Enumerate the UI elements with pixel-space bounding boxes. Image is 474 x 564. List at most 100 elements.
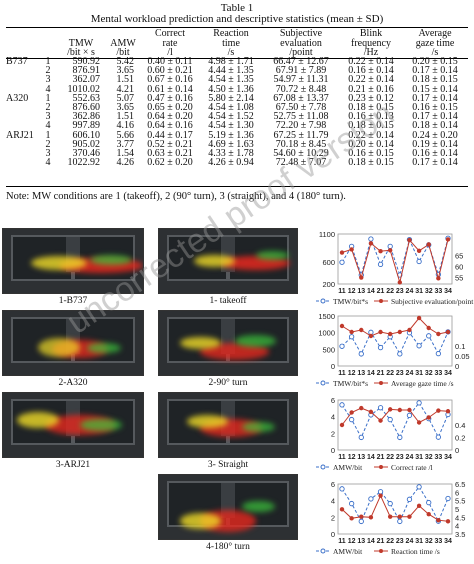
x-tick-label: 34 [444, 538, 452, 545]
value-cell: 4.44 ± 1.35 [208, 65, 254, 77]
data-point [426, 242, 431, 247]
y-left-tick-label: 1100 [319, 230, 335, 239]
x-tick-label: 31 [415, 454, 423, 461]
data-point [397, 280, 403, 285]
value-cell: 4.21 [116, 83, 135, 95]
value-cell: 0.17 ± 0.14 [412, 157, 458, 169]
y-left-tick-label: 6 [331, 480, 335, 489]
x-tick-label: 14 [367, 454, 375, 461]
condition-cell: 4 [45, 83, 51, 95]
table-row: ARJ21 1 606.10 5.66 0.44 ± 0.17 5.19 ± 1.36 67… [6, 130, 468, 140]
plot-frame [337, 315, 453, 367]
column-header-line: /l [167, 46, 173, 58]
value-cell: 552.63 [72, 92, 101, 104]
legend-label: TMW/bit*s [333, 297, 368, 306]
legend-marker [320, 548, 326, 554]
value-cell: 0.17 ± 0.14 [412, 111, 458, 123]
condition-cell: 2 [45, 138, 51, 150]
x-tick-label: 33 [434, 288, 442, 295]
x-tick-label: 21 [377, 454, 385, 461]
column-header-line: Average [418, 28, 452, 40]
value-cell: 1.51 [116, 111, 135, 123]
data-point [339, 402, 345, 408]
y-right-tick-label: 0.05 [455, 352, 470, 361]
data-point [368, 333, 374, 339]
value-cell: 3.77 [116, 138, 135, 150]
data-point [349, 329, 354, 335]
column-header [40, 27, 56, 57]
value-cell: 4.50 ± 1.36 [208, 83, 254, 95]
data-point [445, 329, 451, 335]
value-cell: 4.54 ± 1.52 [208, 111, 254, 123]
value-cell: 54.60 ± 10.29 [273, 148, 329, 160]
y-left-tick-label: 200 [322, 280, 335, 289]
data-point [348, 500, 355, 507]
eye-tracking-heatmap [158, 474, 298, 540]
data-point [387, 514, 393, 519]
value-cell: 3.65 [116, 65, 135, 77]
x-tick-label: 14 [367, 538, 375, 545]
table-row: B737 1 590.92 5.42 0.40 ± 0.11 4.98 ± 1.71 66.… [6, 56, 468, 66]
x-tick-label: 21 [377, 538, 385, 545]
x-tick-label: 21 [377, 370, 385, 377]
data-point [426, 415, 431, 420]
column-header-line: AMW [110, 37, 136, 49]
column-header-line: Blink [359, 28, 383, 40]
data-point [436, 408, 441, 413]
value-cell: 54.97 ± 11.31 [273, 74, 329, 86]
x-tick-label: 24 [406, 538, 414, 545]
value-cell: 0.19 ± 0.14 [412, 138, 458, 150]
value-cell: 0.47 ± 0.16 [147, 92, 193, 104]
data-point [358, 434, 364, 441]
y-left-tick-label: 4 [331, 413, 335, 422]
data-point [416, 420, 422, 425]
value-cell: 905.02 [72, 138, 101, 150]
condition-cell: 4 [45, 157, 51, 169]
condition-cell: 3 [45, 148, 51, 160]
data-point [407, 407, 412, 413]
value-cell: 0.16 ± 0.14 [348, 65, 394, 77]
data-point [378, 418, 383, 423]
value-cell: 67.08 ± 13.37 [273, 92, 329, 104]
mini-line-chart: 200 600 1100 55 60 65 11 12 13 14 21 22 23 24 31 32 33 34… [312, 228, 474, 310]
value-cell: 52.75 ± 11.08 [273, 111, 329, 123]
legend-label: Reaction time /s [391, 547, 440, 556]
y-left-tick-label: 600 [322, 258, 335, 267]
gaze-heat-blob [255, 251, 289, 261]
data-point [387, 416, 393, 423]
data-point [426, 333, 432, 339]
value-cell: 4.54 ± 1.35 [208, 74, 254, 86]
y-left-tick-label: 1500 [318, 312, 335, 321]
y-right-tick-label: 5 [455, 505, 459, 514]
column-header: Reaction time/s [200, 27, 262, 58]
data-point [406, 496, 413, 502]
data-point [397, 514, 403, 519]
data-point [407, 237, 412, 243]
data-point [416, 258, 422, 265]
y-left-tick-label: 1000 [318, 329, 335, 338]
x-tick-label: 34 [444, 370, 452, 377]
data-point [359, 405, 364, 411]
data-point [436, 331, 441, 337]
value-cell: 0.63 ± 0.21 [147, 148, 193, 160]
y-right-tick-label: 0 [455, 362, 459, 371]
x-tick-label: 23 [396, 538, 404, 545]
data-point [397, 407, 403, 413]
legend-marker [379, 465, 383, 469]
value-cell: 70.18 ± 8.45 [275, 138, 327, 150]
table-caption-title: Table 1 [220, 2, 254, 14]
data-point [426, 325, 431, 331]
data-point [339, 250, 345, 255]
data-point [407, 514, 412, 519]
data-point [339, 323, 345, 329]
condition-cell: 1 [45, 92, 51, 104]
y-right-tick-label: 6.5 [455, 480, 465, 489]
y-right-tick-label: 4.5 [455, 513, 465, 522]
column-header-line: gaze time [415, 37, 455, 49]
condition-cell: 4 [45, 120, 51, 132]
x-tick-label: 23 [396, 370, 404, 377]
legend-label: Subjective evaluation/point [391, 297, 474, 306]
condition-cell: 3 [45, 74, 51, 86]
x-tick-label: 33 [434, 454, 442, 461]
value-cell: 4.54 ± 1.08 [208, 102, 254, 114]
